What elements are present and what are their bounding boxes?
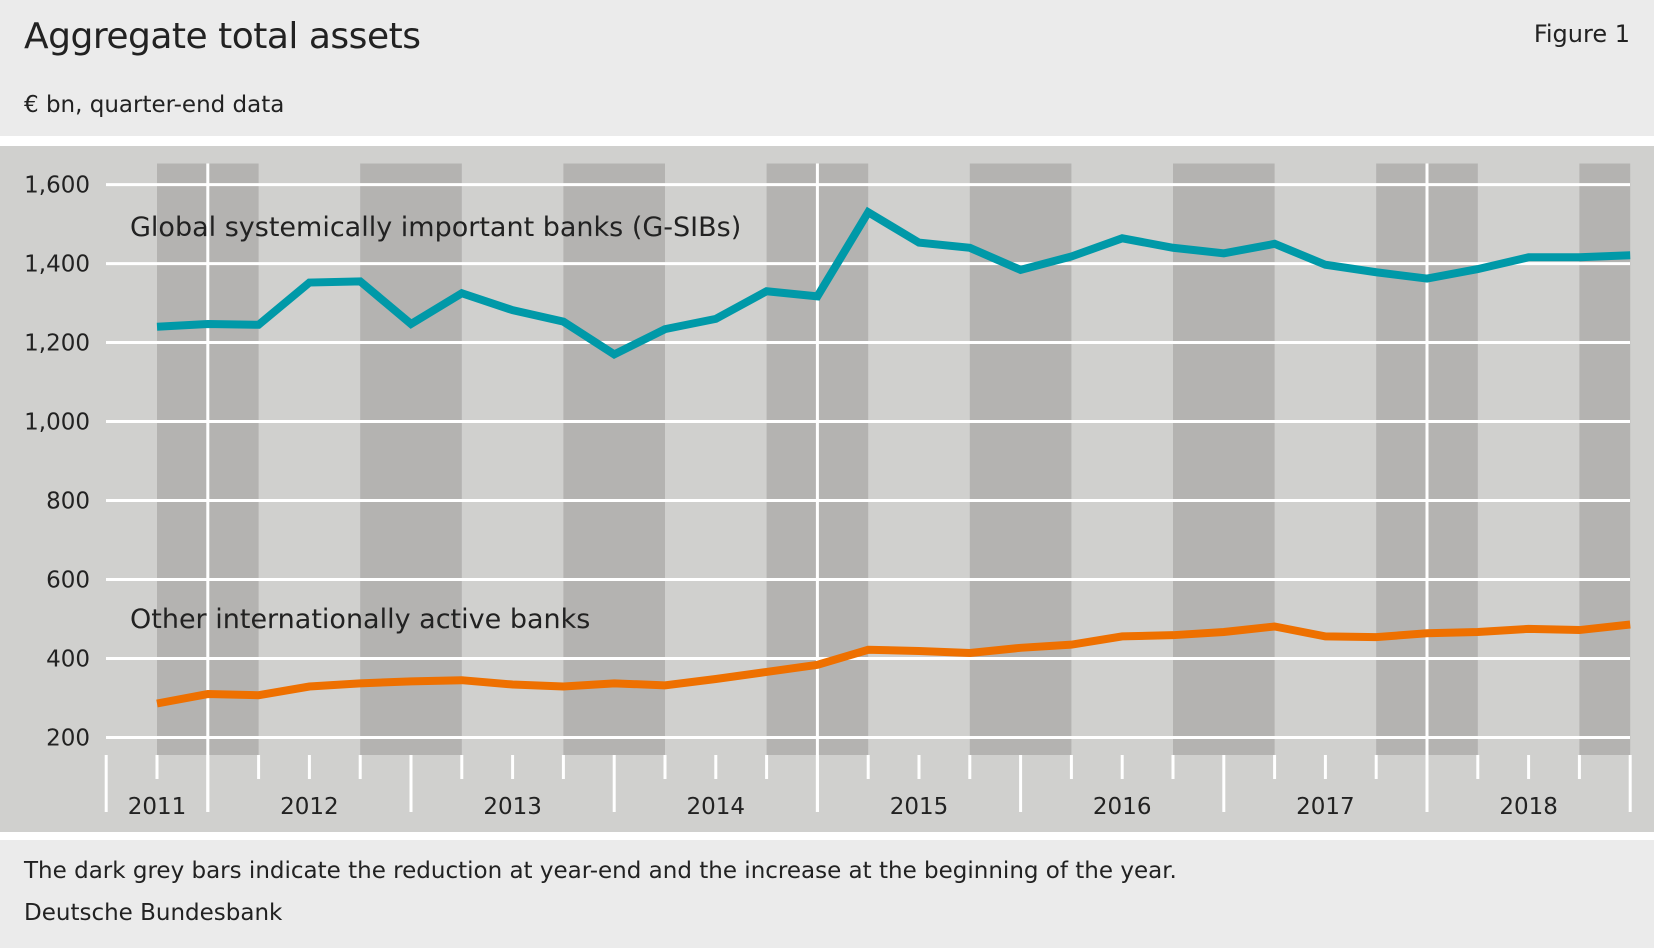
y-tick-label: 1,000 <box>24 410 90 436</box>
y-tick-label: 1,200 <box>24 331 90 357</box>
x-year-label: 2015 <box>890 794 949 820</box>
y-tick-label: 1,400 <box>24 252 90 278</box>
series-label: Global systemically important banks (G-S… <box>130 212 741 243</box>
y-tick-label: 600 <box>46 568 90 594</box>
source: Deutsche Bundesbank <box>24 900 283 926</box>
x-year-label: 2017 <box>1296 794 1355 820</box>
footnote: The dark grey bars indicate the reductio… <box>24 858 1177 884</box>
y-tick-label: 800 <box>46 489 90 515</box>
divider <box>0 136 1654 146</box>
chart-subtitle: € bn, quarter-end data <box>24 92 285 118</box>
divider <box>0 832 1654 840</box>
chart-title: Aggregate total assets <box>24 16 421 57</box>
series-line-gsibs <box>156 206 1631 360</box>
x-year-label: 2013 <box>483 794 542 820</box>
y-tick-label: 400 <box>46 646 90 672</box>
chart-plot: 200 400 600 800 1,000 1,200 1,400 1,600 2011 2012… <box>0 146 1654 832</box>
x-year-label: 2016 <box>1093 794 1152 820</box>
header: Aggregate total assets Figure 1 € bn, qu… <box>0 0 1654 136</box>
x-year-label: 2012 <box>280 794 339 820</box>
x-year-label: 2011 <box>128 794 187 820</box>
series-label: Other internationally active banks <box>130 604 590 635</box>
series-line-other-banks <box>156 620 1631 708</box>
year-end-bar <box>563 163 665 755</box>
x-year-label: 2018 <box>1499 794 1558 820</box>
x-year-label: 2014 <box>687 794 746 820</box>
figure-number: Figure 1 <box>1533 20 1630 48</box>
y-tick-label: 200 <box>46 725 90 751</box>
y-tick-label: 1,600 <box>24 173 90 199</box>
year-end-bar <box>360 163 462 755</box>
